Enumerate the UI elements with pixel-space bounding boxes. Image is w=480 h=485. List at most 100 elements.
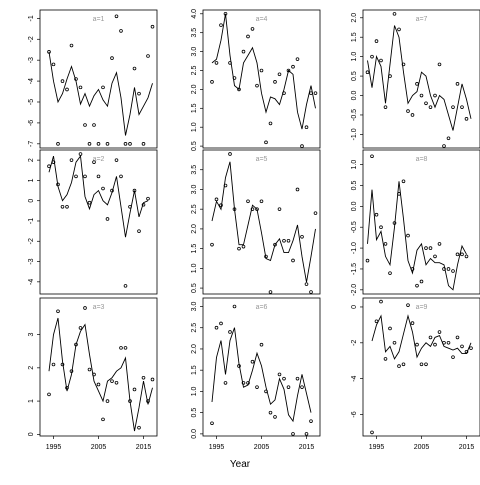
series-line [371,314,472,360]
data-point [424,362,428,367]
y-tick-label: -2.0 [351,284,358,296]
data-point [273,415,277,419]
y-tick-label: 2.5 [191,66,198,76]
data-point [309,419,313,423]
series-line [367,25,472,131]
data-point [264,254,268,259]
data-point [246,381,250,385]
data-point [313,211,318,215]
data-point [268,290,273,294]
y-tick-label: 2 [28,366,35,370]
data-point [56,309,60,314]
y-tick-label: 1.5 [191,103,198,113]
data-point [268,121,273,126]
data-point [101,85,105,90]
data-point [397,27,401,32]
y-tick-label: 0.5 [351,181,358,191]
data-point [428,246,433,250]
data-point [406,109,410,113]
data-point [295,187,300,192]
data-point [286,68,291,73]
data-point [65,87,69,92]
data-point [83,174,87,179]
panel-label: a=2 [93,156,105,163]
y-tick-label: 0.5 [351,71,358,81]
y-tick-label: 1 [28,178,35,182]
data-point [374,39,379,43]
data-point [286,385,291,389]
data-point [232,304,237,309]
data-point [92,160,96,164]
data-point [137,91,141,96]
data-point [446,341,451,345]
data-point [237,246,241,251]
data-point [365,258,370,263]
data-point [87,200,92,205]
data-point [132,387,137,392]
y-tick-label: 3.0 [191,184,198,194]
y-tick-label: 4.0 [191,9,198,19]
data-point [228,330,232,334]
data-point [277,372,282,377]
data-point [295,376,300,381]
panel-label: a=7 [416,16,428,23]
data-point [264,389,268,394]
data-point [74,342,78,347]
data-point [374,319,379,324]
data-point [214,197,219,202]
data-point [383,242,388,246]
data-point [214,325,219,330]
y-tick-label: 0.5 [191,141,198,151]
x-tick-label: 2005 [91,444,107,451]
panel-label: a=1 [93,16,105,23]
data-point [96,174,101,179]
data-point [210,242,214,247]
data-point [83,123,87,127]
data-point [304,282,309,286]
y-tick-label: 2.5 [191,204,198,214]
x-tick-label: 2005 [254,444,270,451]
data-point [241,381,246,385]
data-point [132,188,137,193]
data-point [419,279,424,284]
data-point [401,62,406,67]
data-point [264,140,268,145]
data-point [83,306,87,310]
data-point [137,229,141,233]
data-point [255,83,259,88]
data-point [87,142,92,146]
data-point [69,43,74,48]
data-point [415,82,419,86]
data-point [291,432,295,436]
data-point [379,58,383,63]
data-point [141,202,146,207]
data-point [128,142,132,146]
data-point [464,254,469,259]
data-point [397,364,401,368]
data-point [451,355,455,359]
data-point [114,158,119,162]
data-point [410,267,415,271]
panel-frame [362,297,480,437]
data-point [119,346,123,350]
data-point [383,105,388,109]
data-point [232,76,237,80]
panel-label: a=4 [256,16,268,23]
data-point [379,225,383,230]
data-point [92,372,96,377]
y-tick-label: 2.0 [351,13,358,23]
data-point [123,346,128,350]
data-point [365,70,370,74]
series-line [48,317,153,432]
data-point [101,186,105,191]
data-point [223,11,228,16]
y-tick-label: -5 [28,99,35,105]
data-point [401,179,406,184]
data-point [78,152,83,156]
data-point [406,233,410,238]
y-tick-label: 1.0 [351,52,358,62]
y-tick-label: 2.5 [191,323,198,333]
y-tick-label: 1.5 [191,365,198,375]
y-tick-label: -6 [351,411,358,417]
y-tick-label: 3 [28,333,35,337]
